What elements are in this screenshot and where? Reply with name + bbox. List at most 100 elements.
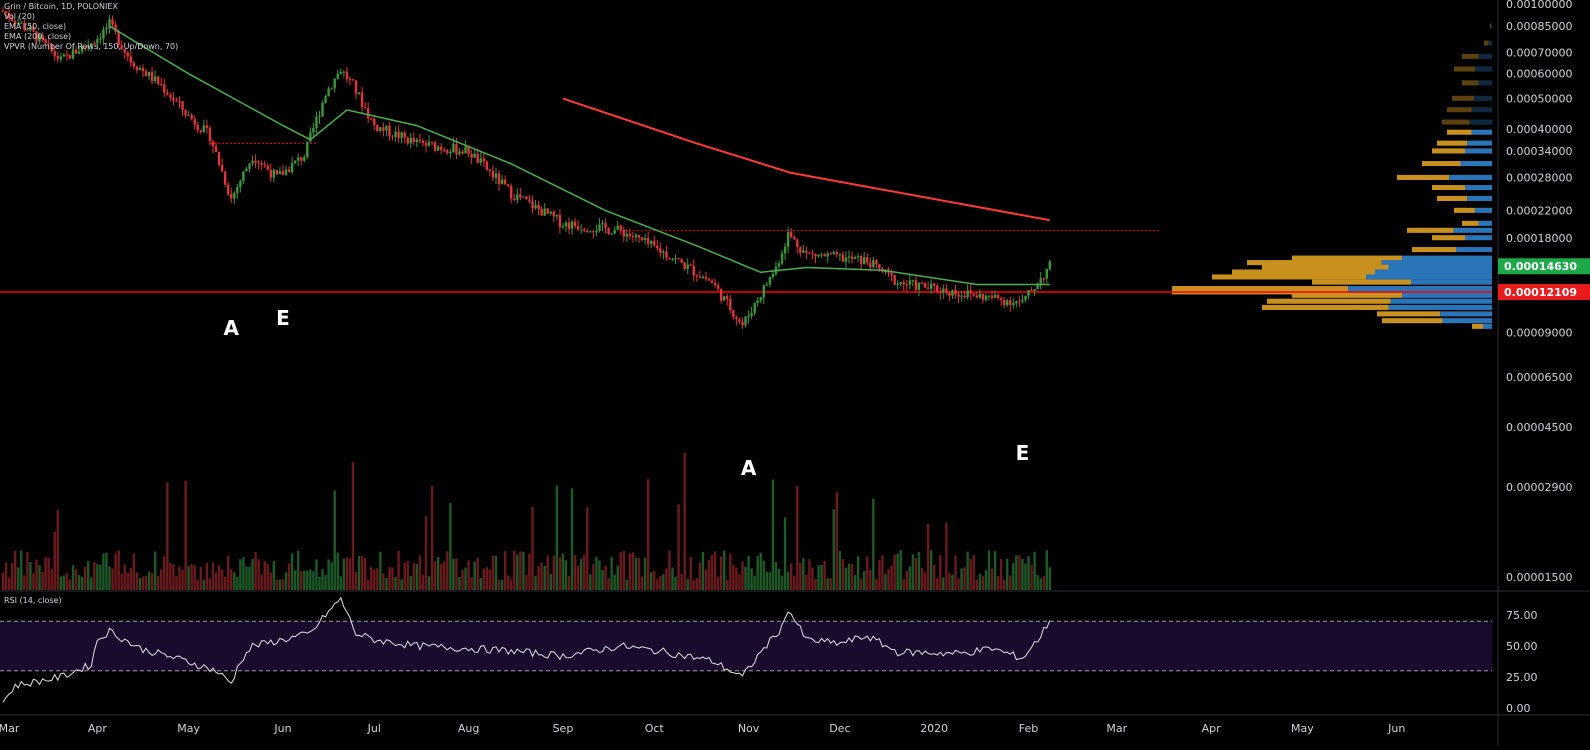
volume-bar [1033, 551, 1036, 590]
volume-bar [589, 574, 592, 590]
candle-body [26, 29, 29, 31]
candle-body [126, 52, 129, 57]
volume-bar [68, 579, 72, 590]
vpvr-bar-down [1483, 323, 1492, 329]
candle-body [765, 284, 769, 286]
candle-body [202, 125, 206, 132]
candle-body [309, 132, 312, 142]
volume-bar [376, 568, 379, 590]
time-tick-label: Jun [273, 722, 291, 735]
candle-body [497, 173, 501, 185]
candle-body [738, 319, 741, 322]
candle-body [768, 277, 772, 285]
price-tick-label: 0.00009000 [1506, 327, 1572, 340]
vpvr-bar-up [1172, 286, 1348, 292]
volume-bar [625, 579, 629, 590]
volume-bar [93, 561, 96, 590]
volume-bar [698, 562, 702, 590]
candle-body [735, 317, 738, 320]
candle-body [339, 72, 342, 75]
volume-bar [954, 555, 957, 590]
volume-bar [945, 522, 948, 590]
candle-body [999, 298, 1003, 300]
rsi-label[interactable]: RSI (14, close) [4, 596, 62, 605]
candle-body [695, 275, 699, 277]
candle-body [972, 293, 975, 296]
candle-body [516, 194, 519, 200]
volume-bar [814, 579, 817, 590]
candle-body [692, 265, 695, 276]
volume-bar [366, 579, 370, 590]
candle-body [443, 149, 446, 151]
volume-bar [272, 560, 276, 590]
volume-bar [217, 565, 221, 590]
volume-bar [153, 551, 157, 590]
candle-body [473, 153, 476, 158]
volume-bar [10, 563, 14, 590]
volume-bar [80, 576, 84, 590]
candle-body [373, 118, 376, 126]
volume-bar [583, 554, 586, 590]
candle-body [449, 152, 452, 154]
volume-bar [987, 550, 991, 590]
volume-bar [1021, 558, 1024, 590]
volume-bar [309, 569, 312, 590]
candle-body [360, 92, 364, 107]
volume-bar [406, 560, 409, 590]
volume-bar [875, 578, 878, 590]
volume-bar [181, 569, 184, 590]
volume-bar [756, 555, 759, 590]
volume-bar [744, 566, 747, 590]
rsi-line[interactable] [2, 596, 1051, 703]
legend-ema50[interactable]: EMA (50, close) [4, 22, 67, 31]
volume-bar [1039, 578, 1042, 590]
volume-bar [622, 550, 625, 590]
volume-bar [114, 553, 117, 590]
time-tick-label: Sep [553, 722, 574, 735]
candle-body [1009, 300, 1012, 306]
candle-body [780, 253, 784, 264]
legend-volume[interactable]: Vol (20) [4, 12, 35, 21]
rsi-band [0, 621, 1492, 671]
volume-bar [144, 576, 148, 590]
volume-bar [890, 565, 893, 590]
candle-body [272, 170, 276, 178]
volume-bar [872, 498, 875, 590]
last-price-tag [1498, 258, 1590, 275]
vpvr-bar-down [1442, 318, 1492, 324]
candle-body [99, 38, 102, 40]
ema200-line[interactable] [562, 97, 1050, 222]
candle-body [631, 236, 635, 238]
time-tick-label: Aug [458, 722, 479, 735]
price-tick-label: 0.00001500 [1506, 571, 1572, 584]
volume-bar [418, 555, 422, 590]
candle-body [461, 151, 464, 154]
legend-ema200[interactable]: EMA (200, close) [4, 32, 72, 41]
volume-bar [546, 555, 549, 590]
ema50-line[interactable] [109, 25, 1050, 286]
volume-bar [26, 552, 29, 590]
candle-body [440, 146, 443, 150]
candle-body [415, 139, 419, 143]
vpvr-bar-up [1484, 40, 1489, 46]
volume-bar [513, 550, 516, 590]
candle-body [1045, 269, 1048, 279]
legend-vpvr[interactable]: VPVR (Number Of Rows, 150, Up/Down, 70) [4, 42, 179, 51]
candle-body [108, 19, 111, 28]
legend-symbol[interactable]: Grin / Bitcoin, 1D, POLONIEX [4, 2, 118, 11]
volume-bar [491, 555, 495, 590]
volume-bar [260, 574, 263, 590]
candle-body [166, 92, 169, 95]
candle-body [83, 46, 87, 48]
candle-body [190, 114, 193, 120]
candle-body [13, 20, 17, 24]
candle-body [412, 137, 416, 143]
candle-body [321, 102, 324, 117]
volume-bar [211, 562, 215, 590]
volume-bar [397, 550, 400, 590]
volume-bar [765, 571, 769, 590]
volume-bar [531, 506, 534, 590]
candle-body [117, 31, 120, 46]
